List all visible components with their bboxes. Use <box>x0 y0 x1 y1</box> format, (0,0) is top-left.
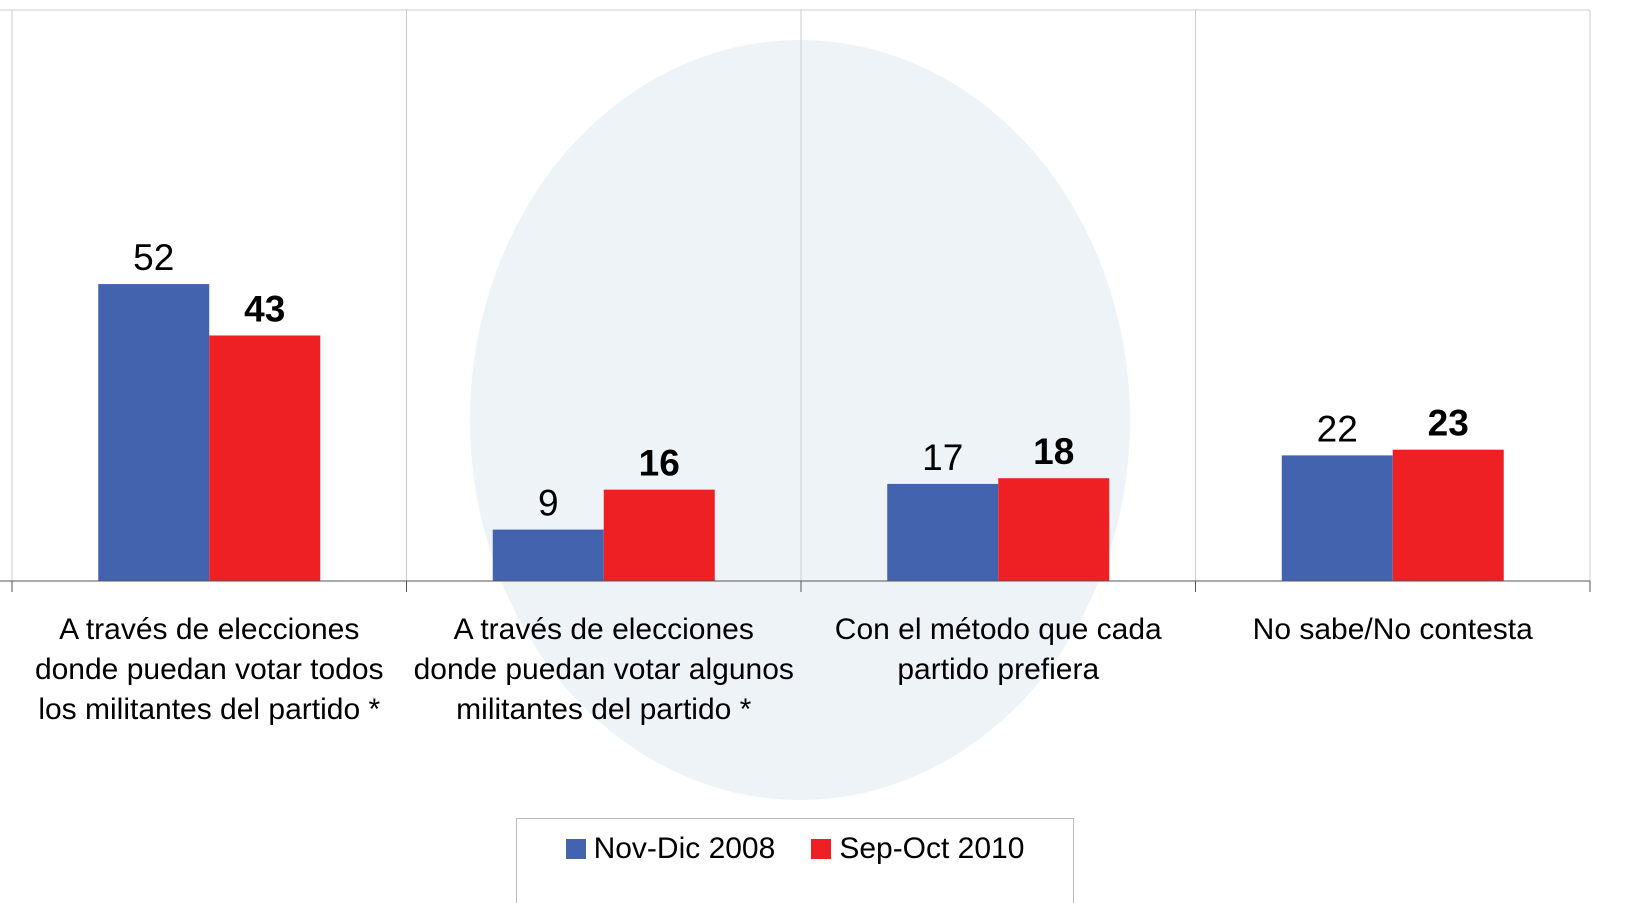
x-tick-label: Con el método que cada partido prefiera <box>834 613 1162 686</box>
bar <box>998 478 1110 581</box>
watermark <box>470 40 1130 800</box>
x-tick-label: No sabe/No contesta <box>1252 613 1533 646</box>
data-label: 52 <box>133 237 174 278</box>
x-tick-label: A través de elecciones donde puedan vota… <box>34 613 384 726</box>
bar <box>887 483 999 581</box>
legend-item: Sep-Oct 2010 <box>811 829 1024 869</box>
legend-label: Nov-Dic 2008 <box>593 832 776 865</box>
data-label: 43 <box>244 288 285 329</box>
bar <box>98 284 210 581</box>
legend: Nov-Dic 2008 Sep-Oct 2010 <box>516 818 1074 903</box>
bar <box>603 489 715 581</box>
data-label: 9 <box>538 483 559 524</box>
x-tick-label: A través de elecciones donde puedan vota… <box>413 613 794 726</box>
data-label: 17 <box>922 437 963 478</box>
bar <box>492 529 604 581</box>
legend-swatch <box>565 839 586 859</box>
bar <box>209 335 321 581</box>
data-label: 16 <box>639 443 680 484</box>
bar <box>1392 449 1504 581</box>
legend-item: Nov-Dic 2008 <box>565 829 776 869</box>
data-label: 18 <box>1033 431 1074 472</box>
legend-swatch <box>811 839 832 859</box>
data-label: 22 <box>1317 408 1358 449</box>
data-label: 23 <box>1428 403 1469 444</box>
legend-label: Sep-Oct 2010 <box>839 832 1025 865</box>
bar <box>1281 455 1393 581</box>
